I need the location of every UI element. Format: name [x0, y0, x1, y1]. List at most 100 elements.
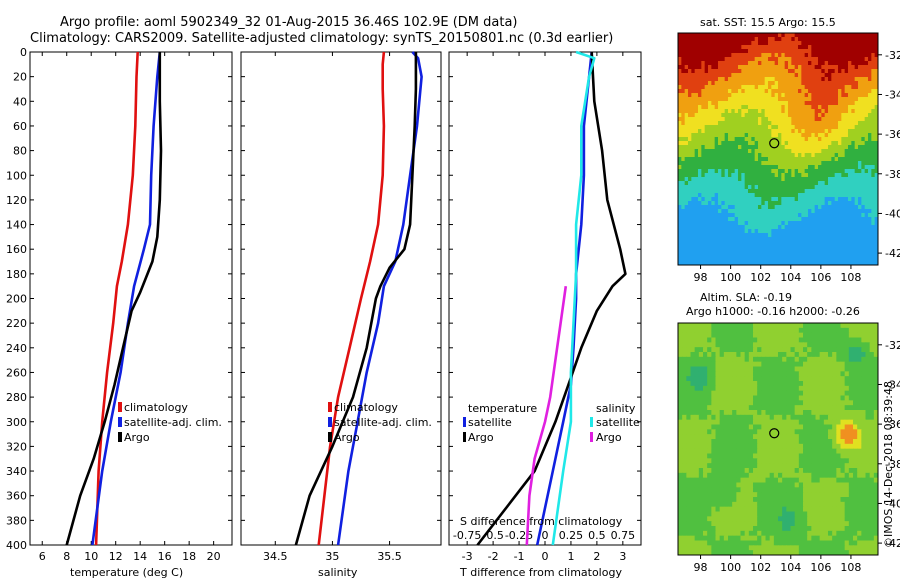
salinity-legend: climatology satellite-adj. clim. Argo: [328, 401, 432, 444]
lat-tick-label: -36: [885, 128, 900, 141]
depth-tick-label: 400: [6, 539, 27, 552]
map-frame: [677, 322, 879, 556]
temperature-panel: 6 8 10 12 14 16 18 20: [29, 51, 233, 563]
lon-tick-label: 108: [840, 271, 861, 284]
legend-label-satellite: satellite-adj. clim.: [124, 416, 222, 429]
x-tick-label: -2: [488, 550, 499, 563]
sst-map-cells: [678, 33, 878, 265]
s-diff-tick-label: 0.25: [559, 529, 584, 542]
legend-swatch-satellite: [328, 417, 332, 427]
legend-swatch-t-argo: [463, 432, 466, 442]
figure-title-line2: Climatology: CARS2009. Satellite-adjuste…: [30, 31, 613, 46]
legend-swatch-t-satellite: [463, 417, 466, 427]
depth-tick-label: 240: [6, 342, 27, 355]
x-tick-label: 3: [619, 550, 626, 563]
legend-swatch-satellite: [118, 417, 122, 427]
depth-tick-label: 100: [6, 169, 27, 182]
lon-tick-label: 106: [810, 271, 831, 284]
lat-tick-label: -42: [885, 247, 900, 260]
x-tick-label: 20: [207, 550, 221, 563]
depth-tick-label: 180: [6, 268, 27, 281]
depth-tick-label: 120: [6, 194, 27, 207]
lon-tick-label: 108: [840, 561, 861, 574]
depth-tick-label: 300: [6, 416, 27, 429]
legend-swatch-s-satellite: [590, 417, 593, 427]
lat-tick-label: -38: [885, 458, 900, 471]
x-tick-label: 16: [158, 550, 172, 563]
legend-swatch-climatology: [118, 402, 122, 412]
series-line-climatology: [317, 51, 386, 546]
credit-text: ©IMOS 14-Dec-2018 08:39:48: [882, 381, 895, 548]
x-tick-label: 35: [325, 550, 339, 563]
x-tick-label: 18: [182, 550, 196, 563]
series-line-s-satellite: [551, 50, 596, 546]
temperature-legend: climatology satellite-adj. clim. Argo: [118, 401, 222, 444]
series-line-t-argo: [476, 51, 627, 546]
lon-tick-label: 102: [750, 561, 771, 574]
lat-tick-label: -42: [885, 537, 900, 550]
lat-tick-label: -36: [885, 418, 900, 431]
legend-title-salinity: salinity: [596, 402, 636, 415]
difference-legend: temperature satellite Argo salinity sate…: [463, 402, 640, 444]
depth-tick-label: 220: [6, 317, 27, 330]
s-diff-tick-label: -0.75: [453, 529, 481, 542]
lat-tick-label: -34: [885, 88, 900, 101]
x-tick-label: 8: [63, 550, 70, 563]
legend-label-t-satellite: satellite: [468, 416, 512, 429]
temperature-axis-title: temperature (deg C): [70, 566, 183, 579]
legend-swatch-argo: [118, 432, 122, 442]
depth-tick-label: 80: [13, 145, 27, 158]
salinity-axis-title: salinity: [318, 566, 358, 579]
s-diff-tick-label: 0.75: [611, 529, 636, 542]
depth-tick-label: 320: [6, 440, 27, 453]
sla-map-cells: [678, 323, 878, 555]
sst-map: -32 -34 -36 -38 -40 -42 98 100 102 104 106 108: [677, 32, 900, 284]
depth-tick-label: 40: [13, 95, 27, 108]
legend-title-temperature: temperature: [468, 402, 537, 415]
sla-map-title-line1: Altim. SLA: -0.19: [700, 291, 792, 304]
lon-tick-label: 102: [750, 271, 771, 284]
figure-title-line1: Argo profile: aoml 5902349_32 01-Aug-201…: [60, 15, 518, 30]
s-difference-axis-title: S difference from climatology: [460, 515, 623, 528]
difference-panel: -3 -2 -1 0 1 2 3-0.75 -0.5 -0.25 0 0.25 0.5 0.75: [448, 50, 642, 563]
x-tick-label: 14: [133, 550, 147, 563]
legend-label-s-argo: Argo: [596, 431, 622, 444]
legend-swatch-climatology: [328, 402, 332, 412]
x-tick-label: 1: [567, 550, 574, 563]
depth-axis-labels: 0 20 40 60 80 100 120 140 160 180 200 220 240 260 280 3…: [6, 46, 27, 552]
legend-label-argo: Argo: [334, 431, 360, 444]
depth-tick-label: 160: [6, 243, 27, 256]
legend-swatch-s-argo: [590, 432, 593, 442]
map-frame: [677, 32, 879, 266]
x-tick-label: 35.5: [377, 550, 402, 563]
x-tick-label: 0: [542, 550, 549, 563]
x-tick-label: 12: [109, 550, 123, 563]
series-line-s-argo: [525, 286, 568, 546]
lon-tick-label: 98: [694, 271, 708, 284]
lon-tick-label: 100: [720, 561, 741, 574]
lat-tick-label: -40: [885, 207, 900, 220]
sla-map-title-line2: Argo h1000: -0.16 h2000: -0.26: [686, 305, 860, 318]
lat-tick-label: -40: [885, 497, 900, 510]
depth-tick-label: 200: [6, 293, 27, 306]
x-tick-label: 6: [39, 550, 46, 563]
series-line-argo: [294, 52, 418, 546]
depth-tick-label: 260: [6, 366, 27, 379]
series-line-argo: [65, 52, 163, 546]
lon-tick-label: 104: [780, 271, 801, 284]
legend-label-climatology: climatology: [124, 401, 188, 414]
legend-label-s-satellite: satellite: [596, 416, 640, 429]
s-diff-tick-label: 0.5: [588, 529, 606, 542]
depth-tick-label: 20: [13, 71, 27, 84]
legend-label-satellite: satellite-adj. clim.: [334, 416, 432, 429]
legend-label-t-argo: Argo: [468, 431, 494, 444]
x-tick-label: 10: [84, 550, 98, 563]
depth-tick-label: 360: [6, 490, 27, 503]
salinity-panel: 34.5 35 35.5: [240, 51, 442, 563]
argo-location-marker: [769, 428, 780, 439]
lon-tick-label: 106: [810, 561, 831, 574]
lat-tick-label: -32: [885, 49, 900, 62]
series-line-satellite-adj-clim-: [91, 51, 162, 546]
lat-tick-label: -32: [885, 339, 900, 352]
